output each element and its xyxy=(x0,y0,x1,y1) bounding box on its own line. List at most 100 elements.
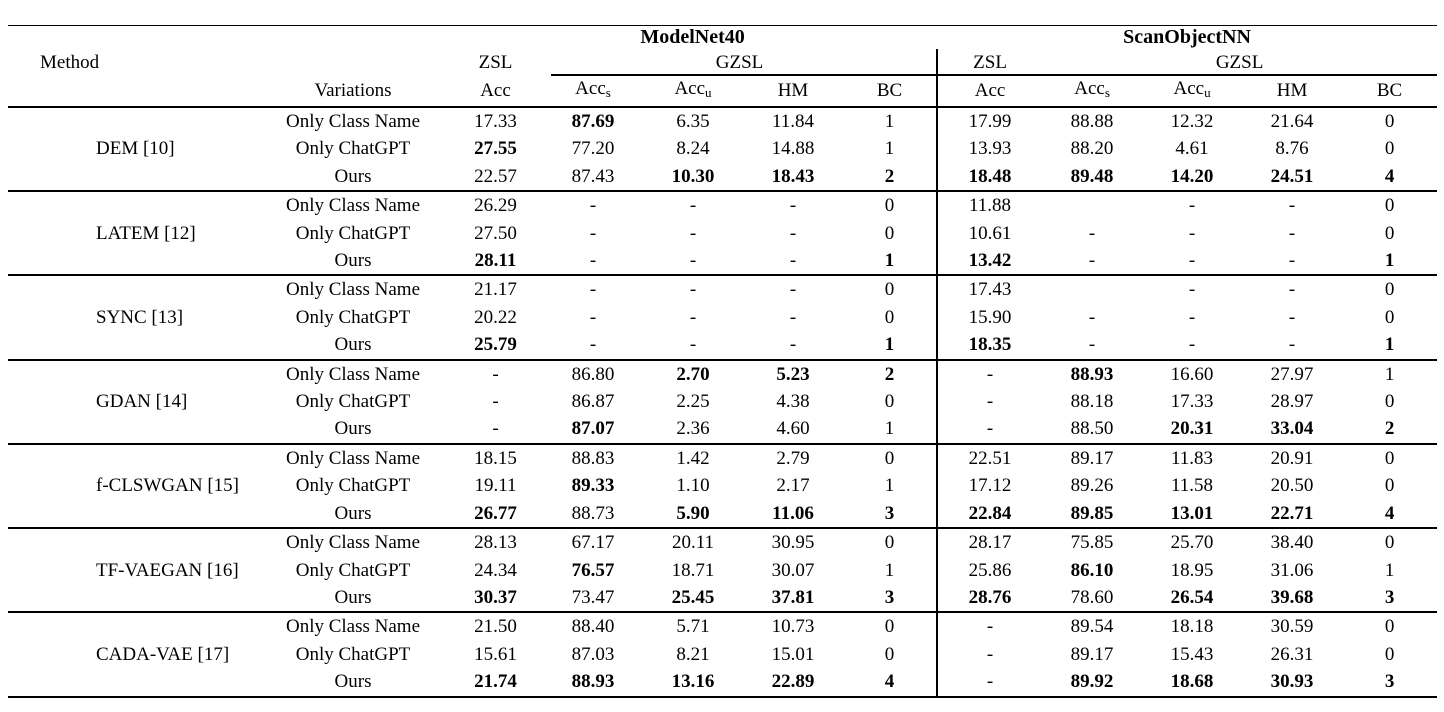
metric-header-row: Variations Acc Accs Accu HM BC Acc Accs … xyxy=(8,76,1438,108)
value-cell: - xyxy=(936,388,1043,416)
value-cell: 11.88 xyxy=(936,191,1043,220)
value-cell: 89.54 xyxy=(1070,616,1114,638)
value-cell: 18.15 xyxy=(474,447,517,469)
value-cell: 30.93 xyxy=(1242,668,1343,698)
value-cell: 18.95 xyxy=(1170,559,1214,581)
value-cell: 2.70 xyxy=(676,363,710,385)
value-cell: 87.43 xyxy=(543,162,643,193)
table-row: Ours 28.11- - -1 13.42- - -1 xyxy=(8,247,1438,277)
value-cell: 0 xyxy=(1384,138,1395,160)
value-cell: 1.42 xyxy=(676,447,710,469)
value-cell: 0 xyxy=(1384,475,1395,497)
acc-base: Acc xyxy=(575,78,606,99)
value-cell: 5.23 xyxy=(776,363,810,385)
value-cell: 73.47 xyxy=(543,583,643,614)
results-table: ModelNet40 ScanObjectNN Method ZSL GZSL … xyxy=(8,25,1438,698)
variation-cell: Only Class Name xyxy=(285,447,421,469)
value-cell: 15.01 xyxy=(771,643,815,665)
value-cell: 12.32 xyxy=(1170,111,1214,132)
value-cell: - xyxy=(1042,331,1143,361)
value-cell: - xyxy=(1188,195,1196,217)
value-cell: 13.16 xyxy=(643,668,743,698)
value-cell: 88.18 xyxy=(1070,391,1114,413)
value-cell: 18.18 xyxy=(1170,616,1214,638)
value-cell: 0 xyxy=(1384,306,1395,328)
value-cell: 1 xyxy=(884,559,895,581)
value-cell: 88.93 xyxy=(1070,363,1114,385)
value-cell: 75.85 xyxy=(1070,532,1114,554)
table-row: f-CLSWGAN [15] Only Class Name 18.15 88.83 1… xyxy=(8,443,1437,530)
value-cell: 0 xyxy=(884,279,895,301)
value-cell: 76.57 xyxy=(571,559,615,581)
value-cell: - xyxy=(1188,222,1196,244)
table-row: Only ChatGPT 15.61 87.03 8.21 15.01 0 - 89.17 15… xyxy=(8,640,1437,669)
value-cell: 89.26 xyxy=(1070,475,1114,497)
hm-header-sonn: HM xyxy=(1242,76,1343,108)
value-cell: - xyxy=(643,247,743,277)
table-row: TF-VAEGAN [16] Only Class Name 28.13 67.17 2… xyxy=(8,528,1437,614)
group-header-rule xyxy=(551,74,1437,76)
value-cell: 31.06 xyxy=(1270,559,1314,581)
value-cell: 0 xyxy=(1384,279,1395,301)
variation-cell: Only ChatGPT xyxy=(295,306,411,328)
value-cell: 2.17 xyxy=(776,475,810,497)
value-cell: 1 xyxy=(1342,247,1438,277)
value-cell: - xyxy=(1288,222,1296,244)
value-cell: 88.40 xyxy=(571,616,615,638)
value-cell: 1.10 xyxy=(676,475,710,497)
value-cell: 11.58 xyxy=(1171,475,1214,497)
value-cell: 10.30 xyxy=(643,162,743,193)
value-cell: 2.36 xyxy=(643,415,743,445)
value-cell xyxy=(1042,275,1142,303)
value-cell: - xyxy=(1288,306,1296,328)
dataset-header-spacer xyxy=(8,26,448,50)
value-cell: 21.17 xyxy=(474,279,517,301)
value-cell: 11.83 xyxy=(1171,447,1214,469)
variation-cell: Only ChatGPT xyxy=(295,222,411,244)
value-cell: 0 xyxy=(884,195,895,217)
value-cell: - xyxy=(1288,195,1296,217)
value-cell: 0 xyxy=(884,306,895,328)
acc-unseen-header-mn40: Accu xyxy=(643,76,743,108)
value-cell: - xyxy=(1188,306,1196,328)
value-cell: 30.07 xyxy=(771,559,815,581)
value-cell: 89.48 xyxy=(1042,162,1143,193)
acc-base: Acc xyxy=(1173,78,1205,99)
value-cell: 15.43 xyxy=(1170,643,1214,665)
acc-sub-s: s xyxy=(605,85,611,100)
value-cell: 18.48 xyxy=(936,162,1043,193)
setting-header-row: Method ZSL GZSL ZSL GZSL xyxy=(8,49,1437,76)
value-cell: 1 xyxy=(884,138,895,160)
acc-seen-header-sonn: Accs xyxy=(1042,76,1143,108)
value-cell: 4.61 xyxy=(1175,138,1209,160)
table-row: Ours 21.74 88.93 13.16 22.89 4-89.92 18.68 30.9… xyxy=(8,668,1438,698)
value-cell: - xyxy=(689,279,697,301)
value-cell: 33.04 xyxy=(1242,415,1343,445)
value-cell: 0 xyxy=(1384,111,1395,132)
value-cell: 1 xyxy=(884,475,895,497)
dataset-header-row: ModelNet40 ScanObjectNN xyxy=(8,26,1437,50)
variation-cell: Ours xyxy=(258,668,448,698)
value-cell: 88.83 xyxy=(571,447,615,469)
value-cell: 37.81 xyxy=(743,583,843,614)
value-cell: 28.13 xyxy=(474,532,517,554)
acc-base: Acc xyxy=(674,78,706,99)
value-cell: 8.21 xyxy=(676,643,710,665)
value-cell: 1 xyxy=(843,415,938,445)
value-cell: 4 xyxy=(1342,162,1438,193)
value-cell: 2 xyxy=(1342,415,1438,445)
value-cell: 26.77 xyxy=(448,499,543,530)
value-cell: 17.99 xyxy=(936,107,1043,136)
value-cell: 22.57 xyxy=(448,162,543,193)
table-row: Only ChatGPT - 86.87 2.25 4.38 0 - 88.18 17.33 28… xyxy=(8,388,1437,416)
value-cell: 67.17 xyxy=(571,532,615,554)
table-row: Ours 25.79- - -1 18.35- - -1 xyxy=(8,331,1438,361)
value-cell: 11.06 xyxy=(743,499,843,530)
table-row: Only ChatGPT 27.50 - - - 0 10.61 - - - 0 xyxy=(8,219,1437,248)
dataset-header-modelnet40: ModelNet40 xyxy=(640,26,745,48)
zsl-header-modelnet40: ZSL xyxy=(478,52,513,73)
variations-column-header: Variations xyxy=(258,76,448,108)
gzsl-header-modelnet40: GZSL xyxy=(715,52,764,73)
value-cell: 4 xyxy=(1342,499,1438,530)
value-cell: 20.11 xyxy=(671,532,715,554)
